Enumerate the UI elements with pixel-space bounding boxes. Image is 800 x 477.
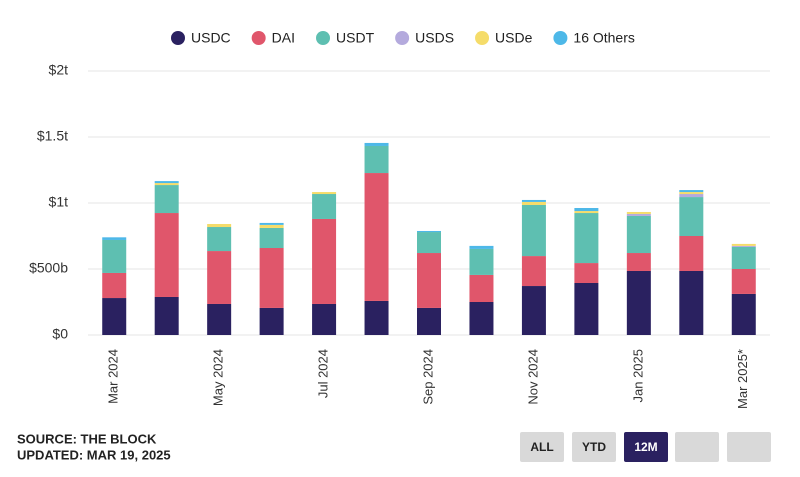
bar-segment <box>154 296 179 335</box>
legend-label[interactable]: USDT <box>336 30 375 46</box>
x-tick-label: May 2024 <box>211 349 226 406</box>
bar-segment <box>626 213 651 216</box>
bar-segment <box>521 286 546 335</box>
y-tick-label: $2t <box>49 62 69 78</box>
bar-segment <box>417 307 441 335</box>
range-button-label[interactable]: ALL <box>530 440 553 454</box>
bar-segment <box>154 185 179 214</box>
range-button[interactable] <box>624 432 668 462</box>
bar-segment <box>102 298 127 335</box>
bar-segment <box>312 218 337 304</box>
bar-segment <box>626 253 651 271</box>
y-tick-label: $0 <box>52 326 68 342</box>
bar-segment <box>574 208 599 212</box>
bar-segment <box>364 173 389 301</box>
legend-label[interactable]: USDS <box>415 30 454 46</box>
legend-label[interactable]: 16 Others <box>573 30 634 46</box>
bar-segment <box>469 302 494 335</box>
bar-segment <box>154 213 179 297</box>
x-tick-label: Nov 2024 <box>525 349 540 405</box>
bar-segment <box>207 303 232 335</box>
range-button[interactable] <box>675 432 719 462</box>
bar-segment <box>417 232 441 254</box>
x-tick-label: Mar 2025* <box>735 349 750 409</box>
legend-marker <box>171 31 185 45</box>
bar-segment <box>679 236 704 271</box>
bar-segment <box>259 224 284 228</box>
bar-segment <box>312 194 337 219</box>
bar-segment <box>626 270 651 335</box>
bar-segment <box>102 237 127 240</box>
bar-segment <box>259 307 284 335</box>
bar-segment <box>731 293 756 335</box>
bar-segment <box>626 215 651 254</box>
x-tick-label: Mar 2024 <box>106 349 121 404</box>
legend-label[interactable]: DAI <box>272 30 295 46</box>
x-tick-label: Jan 2025 <box>630 349 645 403</box>
bar-segment <box>731 246 756 269</box>
bar-segment <box>469 245 494 249</box>
updated: UPDATED: MAR 19, 2025 <box>17 447 171 462</box>
y-tick-label: $1t <box>49 194 69 210</box>
bar-segment <box>574 282 599 335</box>
bar-segment <box>207 227 232 252</box>
legend-marker <box>316 31 331 45</box>
x-tick-label: Sep 2024 <box>420 349 435 405</box>
bar-segment <box>417 253 441 308</box>
bar-segment <box>574 211 599 214</box>
bar-segment <box>679 190 704 193</box>
bar-segment <box>679 270 704 335</box>
bar-segment <box>731 243 756 246</box>
bar-segment <box>312 303 337 335</box>
bar-segment <box>364 142 389 146</box>
legend-marker <box>553 31 568 45</box>
y-tick-label: $1.5t <box>37 128 68 144</box>
bar-segment <box>574 213 599 264</box>
legend-marker <box>251 31 266 45</box>
bar-segment <box>259 248 284 308</box>
bar-segment <box>154 181 179 184</box>
bar-segment <box>364 145 389 174</box>
legend-marker <box>475 31 490 45</box>
bar-segment <box>154 183 179 186</box>
x-tick-label: Jul 2024 <box>316 349 331 398</box>
legend-label[interactable]: USDe <box>495 30 533 46</box>
source: SOURCE: THE BLOCK <box>17 431 157 446</box>
bar-segment <box>417 230 441 233</box>
bar-segment <box>731 269 756 294</box>
range-button-label[interactable]: 12M <box>634 440 657 454</box>
bar-segment <box>521 256 546 287</box>
bar-segment <box>731 245 756 247</box>
bar-segment <box>102 272 127 299</box>
bar-segment <box>469 274 494 302</box>
bar-segment <box>259 222 284 225</box>
bar-segment <box>312 192 337 195</box>
bar-segment <box>521 201 546 205</box>
bar-segment <box>626 211 651 214</box>
range-button[interactable] <box>572 432 616 462</box>
bar-segment <box>679 192 704 195</box>
bar-segment <box>679 194 704 198</box>
legend-label[interactable]: USDC <box>191 30 231 46</box>
bar-segment <box>521 204 546 257</box>
bar-segment <box>259 227 284 249</box>
bar-segment <box>207 223 232 228</box>
bar-segment <box>574 263 599 283</box>
bar-segment <box>207 251 232 304</box>
bar-segment <box>102 239 127 273</box>
y-tick-label: $500b <box>29 260 68 276</box>
range-button[interactable] <box>727 432 771 462</box>
bar-segment <box>364 300 389 335</box>
range-button[interactable] <box>520 432 564 462</box>
bar-segment <box>679 197 704 236</box>
range-button-label[interactable]: YTD <box>582 440 606 454</box>
bar-segment <box>521 199 546 202</box>
legend-marker <box>395 31 410 45</box>
bar-segment <box>469 248 494 275</box>
